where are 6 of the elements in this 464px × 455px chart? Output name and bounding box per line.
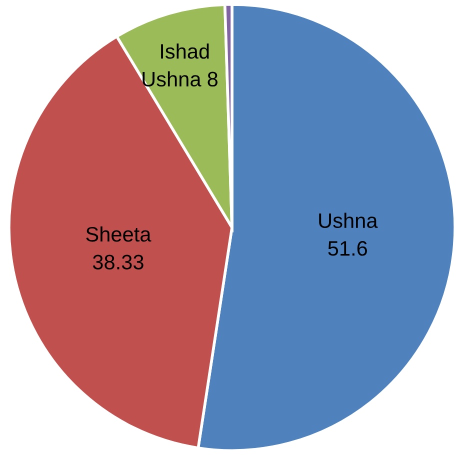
slice-label: Sheeta <box>86 226 152 242</box>
slice-label: Ishad Ushna <box>142 43 209 87</box>
data-label: 51.6 <box>328 241 368 256</box>
data-label: 8 <box>208 72 218 87</box>
slice-label: Ushna <box>319 212 378 228</box>
data-label: 38.33 <box>92 254 144 270</box>
